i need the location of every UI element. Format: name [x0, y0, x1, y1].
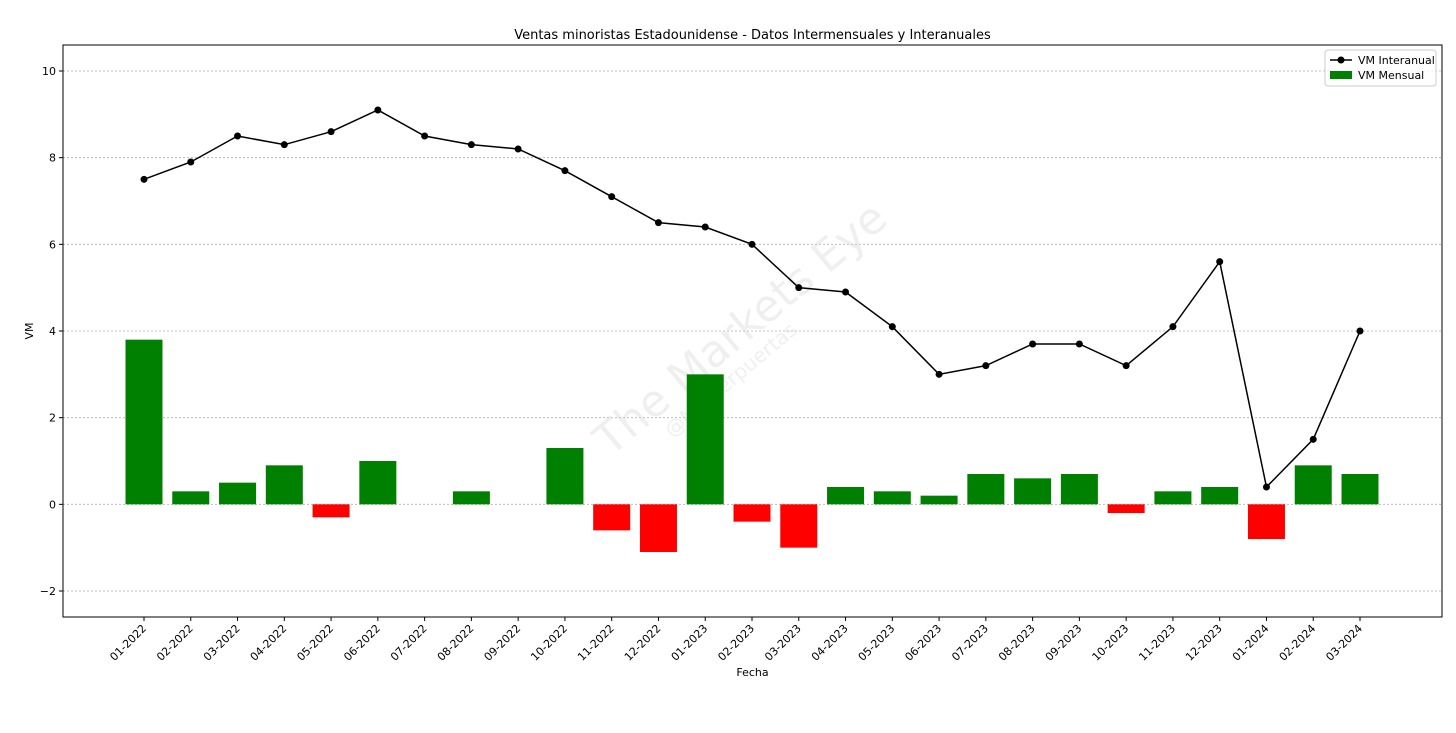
- line-point: [608, 193, 615, 200]
- line-point: [187, 159, 194, 166]
- bar: [734, 504, 771, 521]
- x-tick-label: 03-2023: [762, 622, 804, 664]
- chart-title: Ventas minoristas Estadounidense - Datos…: [514, 28, 991, 43]
- legend-label-interanual: VM Interanual: [1358, 54, 1435, 67]
- x-tick-label: 06-2022: [341, 622, 383, 664]
- bar: [126, 340, 163, 505]
- line-point: [1216, 258, 1223, 265]
- line-point: [749, 241, 756, 248]
- bar: [640, 504, 677, 552]
- bar: [780, 504, 817, 547]
- x-tick-label: 09-2022: [482, 622, 524, 664]
- x-tick-label: 03-2024: [1323, 622, 1365, 664]
- x-tick-label: 08-2022: [435, 622, 477, 664]
- x-tick-label: 03-2022: [201, 622, 243, 664]
- bar: [1154, 491, 1191, 504]
- bar: [874, 491, 911, 504]
- line-point: [982, 362, 989, 369]
- bar: [1295, 465, 1332, 504]
- line-point: [655, 219, 662, 226]
- bar: [967, 474, 1004, 504]
- x-tick-label: 02-2024: [1277, 622, 1319, 664]
- line-point: [1263, 484, 1270, 491]
- line-point: [936, 371, 943, 378]
- line-point: [141, 176, 148, 183]
- y-tick-label: 6: [49, 238, 56, 251]
- line-point: [234, 133, 241, 140]
- x-tick-label: 07-2023: [949, 622, 991, 664]
- bar: [546, 448, 583, 504]
- x-tick-label: 10-2022: [528, 622, 570, 664]
- line-point: [1076, 341, 1083, 348]
- watermark-text: The Markets Eye: [584, 192, 897, 466]
- line-point: [1357, 328, 1364, 335]
- bar: [453, 491, 490, 504]
- bar: [1061, 474, 1098, 504]
- legend-marker-swatch: [1338, 57, 1345, 64]
- line-point: [328, 128, 335, 135]
- bar: [1201, 487, 1238, 504]
- y-tick-label: −2: [40, 585, 56, 598]
- x-tick-label: 04-2023: [809, 622, 851, 664]
- x-axis: 01-2022 02-2022 03-2022 04-2022 05-2022 06-20…: [107, 617, 1365, 664]
- line-point: [1123, 362, 1130, 369]
- bar: [921, 496, 958, 505]
- x-tick-label: 02-2022: [154, 622, 196, 664]
- line-point: [515, 146, 522, 153]
- line-point: [889, 323, 896, 330]
- x-tick-label: 10-2023: [1090, 622, 1132, 664]
- bar: [219, 483, 256, 505]
- y-tick-label: 4: [49, 325, 56, 338]
- legend-bar-swatch: [1330, 71, 1352, 79]
- line-point: [795, 284, 802, 291]
- x-tick-label: 12-2023: [1183, 622, 1225, 664]
- x-tick-label: 04-2022: [248, 622, 290, 664]
- legend-label-mensual: VM Mensual: [1358, 69, 1424, 82]
- x-tick-label: 11-2023: [1136, 622, 1178, 664]
- line-point: [1169, 323, 1176, 330]
- x-tick-label: 08-2023: [996, 622, 1038, 664]
- bar: [1014, 478, 1051, 504]
- y-tick-label: 0: [49, 498, 56, 511]
- bar: [266, 465, 303, 504]
- line-point: [421, 133, 428, 140]
- y-axis-label: VM: [23, 322, 36, 339]
- x-tick-label: 05-2022: [295, 622, 337, 664]
- bar: [827, 487, 864, 504]
- x-tick-label: 05-2023: [856, 622, 898, 664]
- x-axis-label: Fecha: [736, 666, 768, 679]
- x-tick-label: 01-2024: [1230, 622, 1272, 664]
- bar: [1248, 504, 1285, 539]
- x-tick-label: 07-2022: [388, 622, 430, 664]
- bar: [313, 504, 350, 517]
- line-point: [1029, 341, 1036, 348]
- line-point: [702, 224, 709, 231]
- x-tick-label: 06-2023: [903, 622, 945, 664]
- y-axis: −2 0 2 4 6 8 10: [40, 65, 63, 598]
- line-point: [561, 167, 568, 174]
- bar: [359, 461, 396, 504]
- bar: [1108, 504, 1145, 513]
- watermark: The Markets Eye @Masterpuertas: [584, 192, 897, 466]
- x-tick-label: 12-2022: [622, 622, 664, 664]
- bar: [1342, 474, 1379, 504]
- bar: [687, 374, 724, 504]
- line-point: [374, 107, 381, 114]
- line-point: [468, 141, 475, 148]
- line-point: [842, 289, 849, 296]
- x-tick-label: 02-2023: [715, 622, 757, 664]
- legend: VM Interanual VM Mensual: [1325, 50, 1436, 86]
- bar: [593, 504, 630, 530]
- y-tick-label: 10: [42, 65, 56, 78]
- bar: [172, 491, 209, 504]
- y-tick-label: 8: [49, 152, 56, 165]
- x-tick-label: 01-2023: [669, 622, 711, 664]
- line-point: [281, 141, 288, 148]
- x-tick-label: 01-2022: [107, 622, 149, 664]
- x-tick-label: 09-2023: [1043, 622, 1085, 664]
- line-point: [1310, 436, 1317, 443]
- chart: Ventas minoristas Estadounidense - Datos…: [0, 0, 1456, 733]
- x-tick-label: 11-2022: [575, 622, 617, 664]
- y-tick-label: 2: [49, 412, 56, 425]
